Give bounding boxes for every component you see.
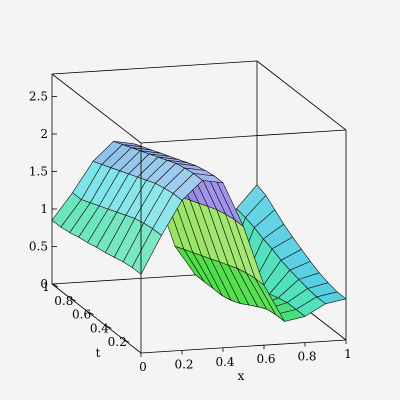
z-tick-label: 0 <box>40 277 48 291</box>
t-tick-mark <box>87 311 94 315</box>
z-tick-label: 2 <box>40 127 48 141</box>
t-tick-mark <box>51 283 59 288</box>
box-edge <box>140 129 347 144</box>
x-tick-label: 0 <box>139 360 147 374</box>
x-tick-label: 0.4 <box>215 355 234 369</box>
box-edge <box>51 60 258 75</box>
t-tick-label: 0.4 <box>90 321 109 335</box>
t-tick-label: 0.6 <box>72 308 91 322</box>
box-edge <box>140 339 347 354</box>
t-tick-mark <box>69 297 76 302</box>
z-tick-label: 2.5 <box>29 90 48 104</box>
bounding-box-front <box>51 73 347 353</box>
z-tick-label: 1 <box>40 202 48 216</box>
t-tick-label: 0.8 <box>54 294 73 308</box>
x-tick-label: 0.2 <box>174 357 193 371</box>
x-tick-label: 1 <box>344 347 352 361</box>
surface-patch <box>131 228 162 275</box>
t-axis-label: t <box>96 346 101 360</box>
box-edge <box>256 60 347 131</box>
x-tick-label: 0.6 <box>256 352 275 366</box>
x-axis-label: x <box>238 369 245 383</box>
z-tick-label: 0.5 <box>29 240 48 254</box>
z-tick-label: 1.5 <box>29 165 48 179</box>
t-tick-mark <box>105 325 112 329</box>
box-edge <box>51 283 142 354</box>
t-tick-label: 1 <box>42 280 50 294</box>
t-tick-mark <box>123 338 130 343</box>
box-edge <box>51 73 142 144</box>
x-tick-label: 0.8 <box>297 350 316 364</box>
t-tick-label: 0.2 <box>108 335 127 349</box>
surface-mesh <box>51 141 347 322</box>
